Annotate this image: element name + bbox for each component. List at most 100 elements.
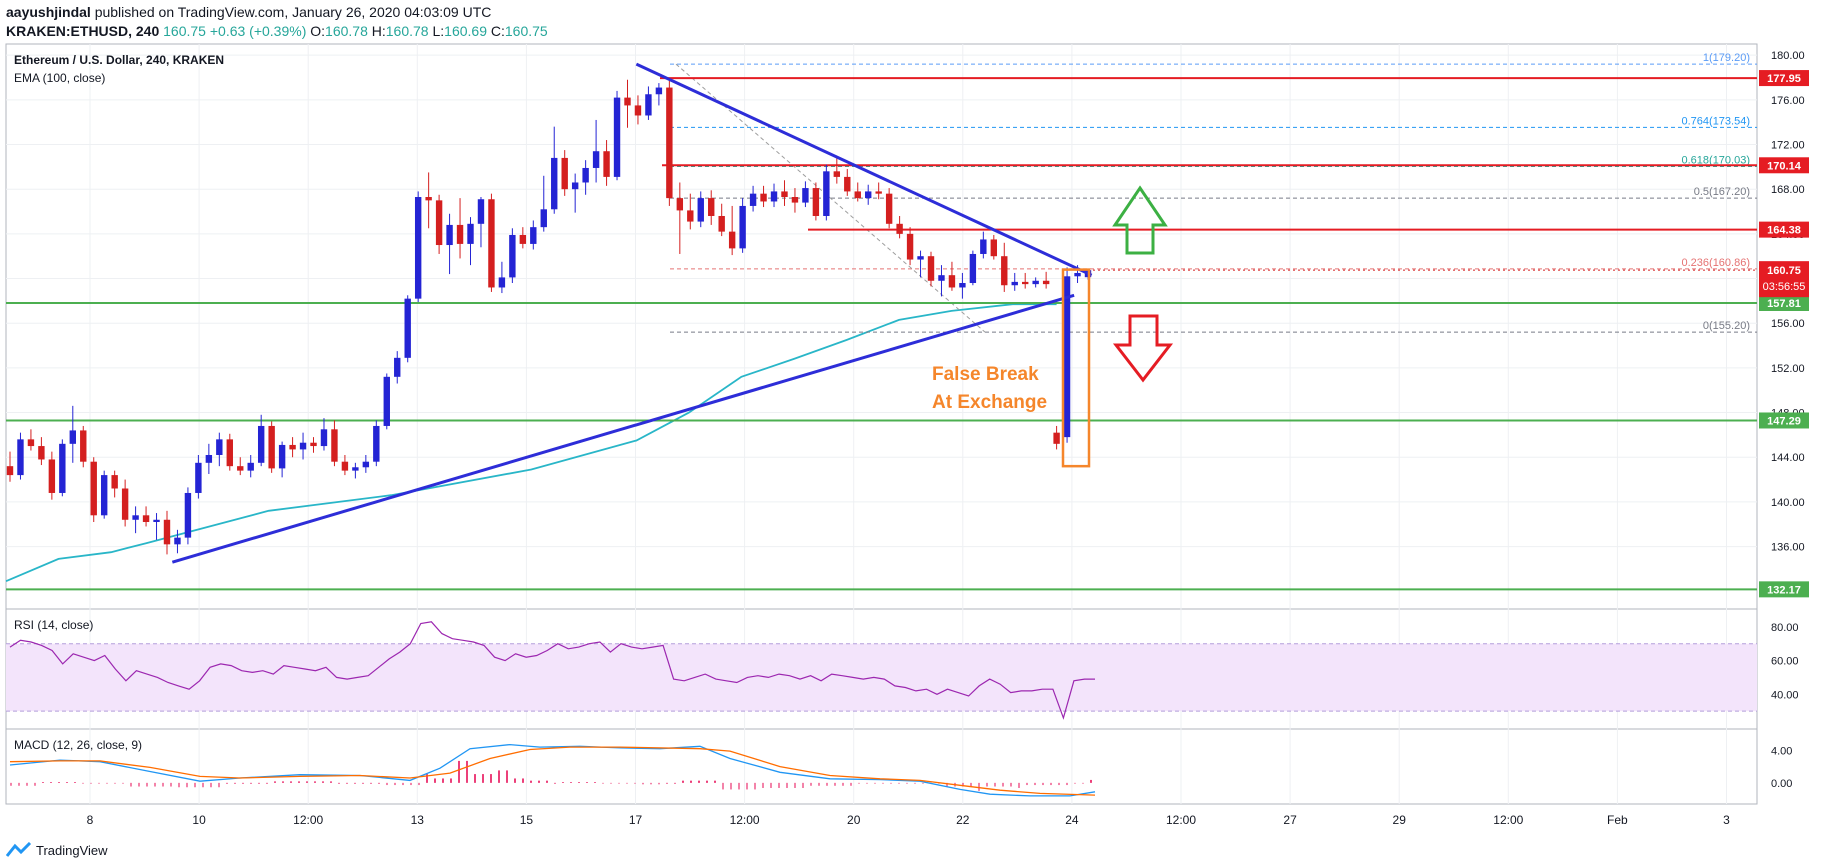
bearish-candle (163, 519, 171, 545)
tradingview-footer[interactable]: TradingView (6, 842, 108, 858)
bearish-candle (142, 515, 150, 523)
macd-histogram-bar (114, 782, 116, 784)
macd-histogram-bar (1066, 782, 1068, 786)
bearish-candle (425, 197, 432, 201)
open-label: O: (310, 23, 326, 39)
fib-level-label: 1(179.20) (1703, 52, 1750, 64)
symbol-text: KRAKEN:ETHUSD, 240 (6, 23, 160, 39)
macd-histogram-bar (522, 778, 524, 783)
macd-histogram-bar (258, 782, 260, 784)
bearish-trend-line (635, 62, 1093, 277)
bullish-candle (1063, 276, 1071, 438)
price-level-tag (1759, 70, 1809, 87)
rsi-line (9, 621, 1095, 720)
bullish-candle (959, 283, 966, 288)
macd-histogram-bar (562, 782, 564, 783)
bullish-candle (446, 224, 453, 246)
macd-histogram-bar (714, 780, 716, 783)
bullish-candle (320, 429, 328, 447)
macd-histogram-bar (962, 782, 964, 787)
macd-histogram-bar (826, 782, 828, 786)
bullish-candle (362, 461, 370, 468)
down-arrow-icon (1112, 314, 1174, 383)
bearish-candle (237, 466, 244, 471)
tradingview-brand: TradingView (36, 842, 108, 858)
fib-level-label: 0(155.20) (1703, 320, 1750, 332)
macd-histogram-bar (882, 782, 884, 784)
bearish-candle (676, 198, 684, 211)
macd-histogram-bar (218, 782, 220, 788)
macd-histogram-bar (810, 782, 812, 786)
macd-histogram-bar (970, 782, 972, 787)
bearish-candle (791, 197, 799, 203)
bullish-candle (205, 454, 213, 463)
x-tick-label: 17 (629, 813, 643, 827)
price-level-tag (1759, 412, 1809, 429)
macd-histogram-bar (538, 780, 540, 783)
macd-histogram-bar (122, 782, 124, 784)
bearish-candle (760, 193, 767, 202)
macd-histogram-bar (338, 782, 340, 784)
bullish-candle (980, 239, 987, 254)
y-tick-label: 172.00 (1771, 140, 1805, 152)
macd-histogram-bar (346, 782, 348, 784)
macd-histogram-bar (330, 781, 332, 783)
bearish-candle (27, 439, 35, 447)
price-level-tag (1759, 581, 1809, 598)
bullish-candle (352, 467, 359, 471)
macd-histogram-bar (410, 782, 412, 786)
bullish-candle (1032, 280, 1039, 285)
macd-histogram-bar (482, 774, 484, 783)
bullish-candle (257, 425, 265, 463)
bearish-candle (80, 430, 87, 462)
bullish-candle (645, 94, 652, 116)
bearish-candle (121, 488, 129, 520)
bearish-candle (561, 157, 568, 190)
macd-histogram-bar (706, 780, 708, 783)
bullish-candle (278, 444, 286, 469)
bearish-candle (341, 461, 349, 471)
macd-histogram-bar (546, 780, 548, 783)
macd-histogram-bar (418, 782, 420, 786)
macd-histogram-bar (666, 782, 668, 784)
macd-histogram-bar (90, 782, 92, 784)
price-level-tag (1759, 157, 1809, 174)
bar-countdown: 03:56:55 (1763, 281, 1806, 293)
macd-histogram-bar (306, 781, 308, 783)
macd-histogram-bar (554, 782, 556, 784)
bearish-candle (1022, 281, 1029, 285)
open-value: 160.78 (325, 23, 368, 39)
price-level-tag-label: 170.14 (1767, 160, 1802, 172)
macd-histogram-bar (1058, 782, 1060, 786)
macd-histogram-bar (690, 780, 692, 783)
bullish-candle (582, 167, 589, 183)
macd-histogram-bar (162, 782, 164, 787)
bullish-candle (69, 430, 76, 444)
price-level-tag-label: 132.17 (1767, 584, 1801, 596)
x-tick-label: 12:00 (293, 813, 323, 827)
bearish-candle (948, 275, 956, 288)
macd-histogram-bar (978, 782, 980, 791)
macd-histogram-bar (946, 782, 948, 787)
x-tick-label: 12:00 (1166, 813, 1196, 827)
bullish-candle (823, 171, 830, 216)
macd-histogram-bar (514, 778, 516, 783)
macd-histogram-bar (1026, 782, 1028, 786)
macd-histogram-bar (434, 778, 436, 783)
macd-histogram-bar (18, 782, 20, 786)
ema-100-line (5, 303, 1057, 583)
macd-histogram-bar (1034, 782, 1036, 786)
macd-histogram-bar (682, 780, 684, 783)
last-price: 160.75 (163, 23, 206, 39)
macd-histogram-bar (786, 782, 788, 788)
bearish-candle (885, 193, 893, 224)
y-tick-label: 140.00 (1771, 497, 1805, 509)
false-break-highlight-box (1061, 268, 1091, 468)
bullish-candle (865, 191, 872, 199)
macd-histogram-bar (898, 782, 900, 784)
bearish-candle (854, 191, 861, 199)
author-name[interactable]: aayushjindal (6, 4, 91, 20)
bullish-candle (216, 439, 223, 455)
fib-level-label: 0.236(160.86) (1682, 257, 1751, 269)
